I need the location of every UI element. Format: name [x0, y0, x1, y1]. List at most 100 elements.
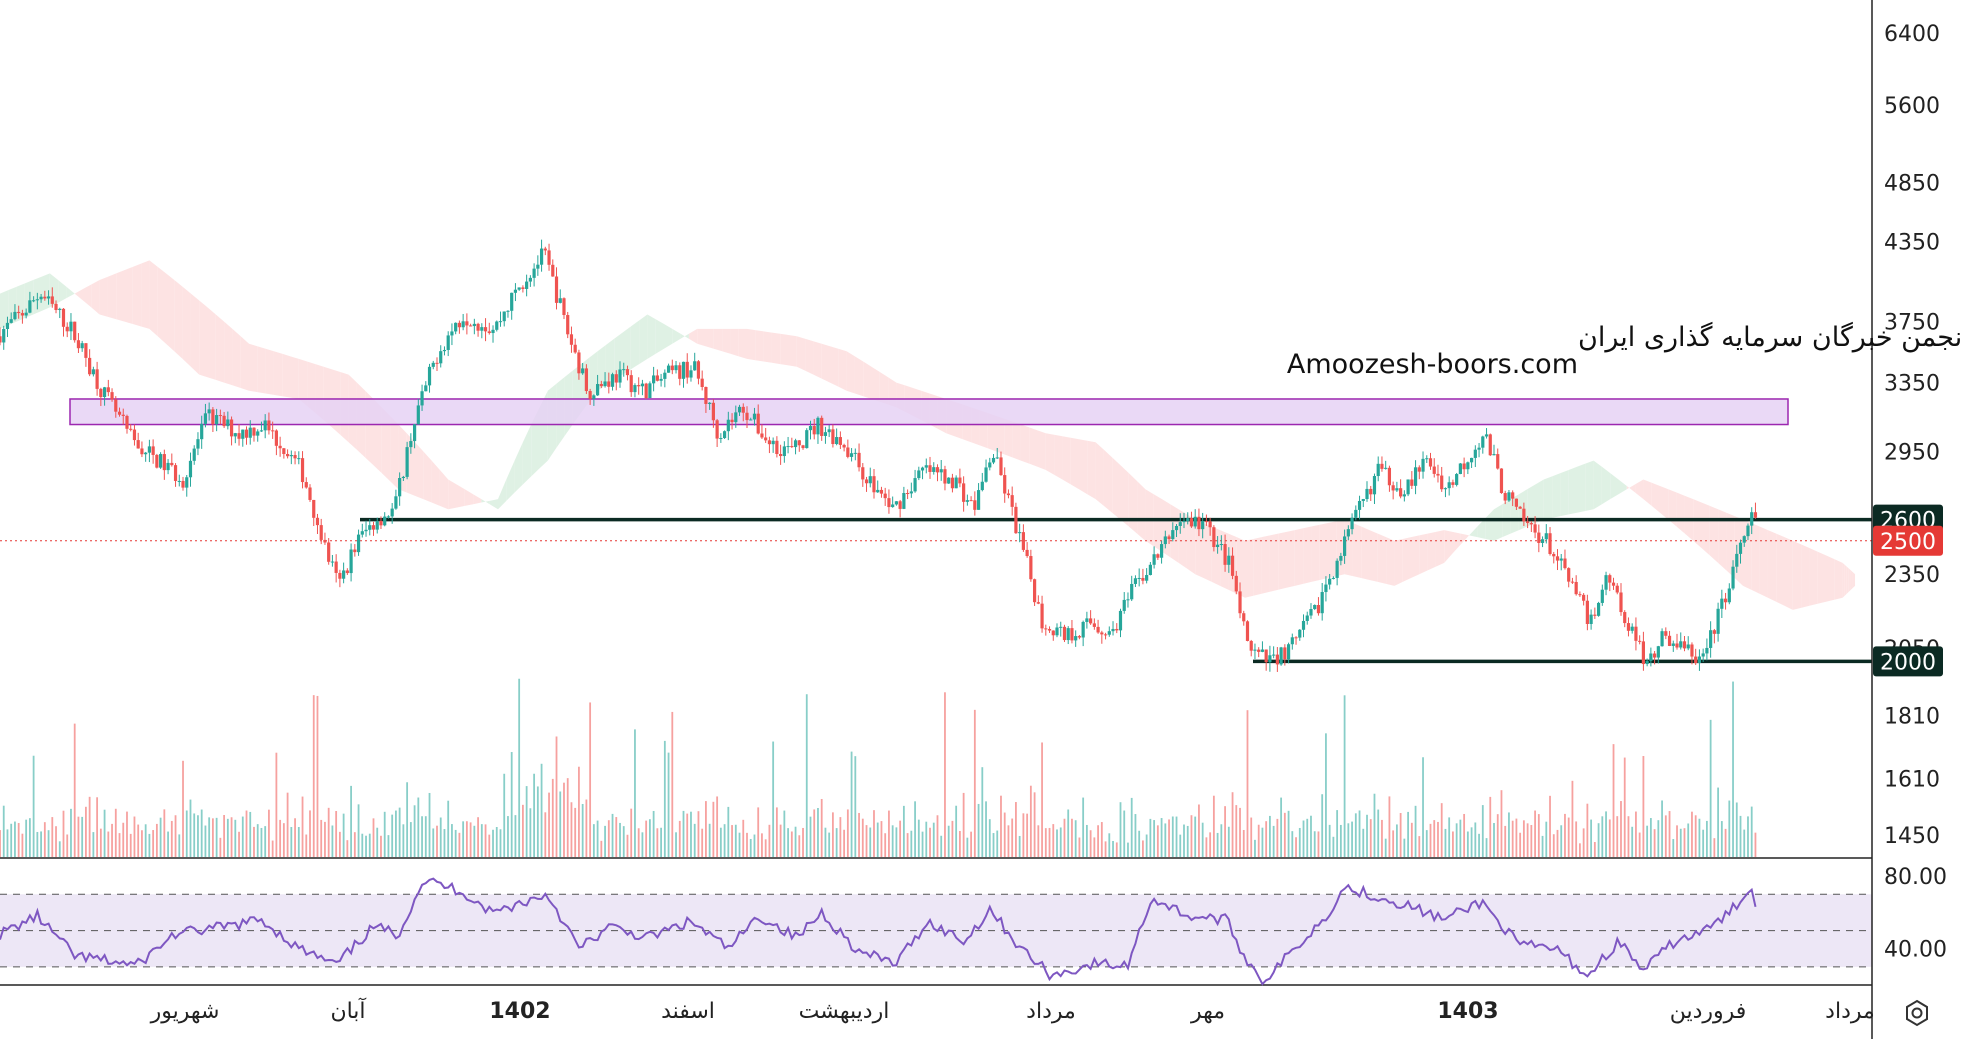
- candle-body: [289, 455, 293, 457]
- volume-bar: [1511, 820, 1514, 857]
- candle-body: [1242, 613, 1246, 622]
- cloud-segment: [1137, 481, 1146, 541]
- volume-bar: [1044, 828, 1047, 857]
- candle-body: [708, 402, 712, 404]
- cloud-segment: [1535, 479, 1544, 524]
- volume-bar: [346, 840, 349, 857]
- volume-bar: [1037, 825, 1040, 857]
- candle-body: [1574, 581, 1578, 595]
- volume-bar: [66, 834, 69, 857]
- volume-bar: [682, 810, 685, 857]
- candle-body: [1092, 623, 1096, 627]
- cloud-segment: [1852, 572, 1856, 588]
- volume-bar: [1407, 811, 1409, 857]
- volume-bar: [383, 811, 386, 857]
- candle-body: [1059, 626, 1063, 628]
- volume-bar: [723, 824, 726, 857]
- candle-body: [427, 366, 432, 386]
- ichimoku-cloud: [0, 260, 1856, 610]
- cloud-segment: [232, 328, 241, 389]
- volume-bar: [951, 820, 954, 857]
- candle-body: [1623, 612, 1627, 624]
- candle-body: [368, 525, 372, 530]
- candle-body: [510, 292, 514, 311]
- candle-body: [625, 369, 630, 376]
- candle-body: [1301, 620, 1306, 630]
- candle-body: [394, 496, 398, 509]
- volume-bar: [85, 806, 87, 857]
- candle-body: [894, 501, 898, 505]
- cloud-segment: [1618, 479, 1627, 495]
- candle-body: [1055, 627, 1059, 636]
- candle-body: [1738, 542, 1743, 554]
- volume-bar: [615, 817, 618, 857]
- volume-bar: [1646, 825, 1649, 857]
- volume-bar: [540, 763, 543, 857]
- cloud-segment: [1751, 523, 1760, 594]
- candle-body: [640, 383, 645, 387]
- candle-body: [730, 419, 734, 423]
- candle-body: [327, 542, 331, 562]
- cloud-segment: [464, 489, 474, 506]
- volume-bar: [1649, 818, 1652, 857]
- cloud-segment: [879, 371, 889, 405]
- candle-body: [666, 365, 671, 373]
- cloud-segment: [1801, 544, 1810, 608]
- cloud-segment: [1311, 524, 1320, 582]
- volume-bar: [869, 827, 872, 857]
- volume-bar: [899, 820, 902, 857]
- candle-body: [319, 525, 323, 540]
- volume-bar: [1373, 793, 1376, 857]
- volume-bar: [1082, 797, 1085, 857]
- volume-bar: [794, 826, 797, 857]
- candle-body: [271, 430, 275, 432]
- volume-bar: [1593, 842, 1596, 857]
- candle-body: [562, 298, 566, 316]
- candle-body: [121, 414, 125, 416]
- cloud-segment: [705, 328, 714, 349]
- candle-body: [603, 381, 607, 387]
- cloud-segment: [713, 328, 723, 352]
- cloud-segment: [489, 499, 498, 510]
- cloud-segment: [1004, 418, 1013, 458]
- volume-bar: [1735, 802, 1738, 857]
- volume-bar: [921, 831, 924, 857]
- volume-bar: [813, 809, 816, 857]
- volume-bar: [253, 826, 255, 857]
- volume-bar: [1616, 816, 1619, 857]
- cloud-segment: [763, 331, 772, 363]
- candle-body: [1731, 566, 1735, 589]
- volume-bar: [189, 799, 192, 857]
- candle-body: [1376, 463, 1380, 477]
- candle-body: [1626, 623, 1631, 631]
- settings-button[interactable]: [1895, 995, 1939, 1031]
- volume-bar: [454, 829, 457, 857]
- candle-body: [1204, 521, 1209, 523]
- volume-bar: [1586, 803, 1589, 857]
- volume-bar: [1145, 834, 1148, 857]
- y-tick-label: 1810: [1884, 704, 1940, 729]
- cloud-segment: [514, 442, 523, 493]
- candle-body: [1649, 653, 1653, 661]
- candle-body: [902, 493, 906, 509]
- cloud-segment: [1452, 531, 1461, 554]
- candle-body: [1212, 527, 1216, 548]
- volume-bar: [1280, 797, 1283, 857]
- volume-bar: [155, 823, 158, 857]
- volume-bar: [551, 778, 554, 857]
- candle-body: [487, 331, 491, 334]
- candle-body: [1645, 660, 1649, 665]
- candle-body: [1391, 485, 1395, 491]
- volume-bar: [626, 834, 629, 857]
- candle-body: [1369, 488, 1373, 495]
- volume-bar: [1414, 805, 1417, 857]
- candle-body: [1697, 656, 1702, 664]
- volume-bar: [1179, 834, 1182, 857]
- candle-body: [80, 343, 84, 349]
- candle-body: [1712, 630, 1716, 634]
- volume-bar: [144, 824, 147, 857]
- candle-body: [1709, 630, 1713, 648]
- volume-bar: [320, 819, 323, 857]
- candle-body: [405, 447, 409, 477]
